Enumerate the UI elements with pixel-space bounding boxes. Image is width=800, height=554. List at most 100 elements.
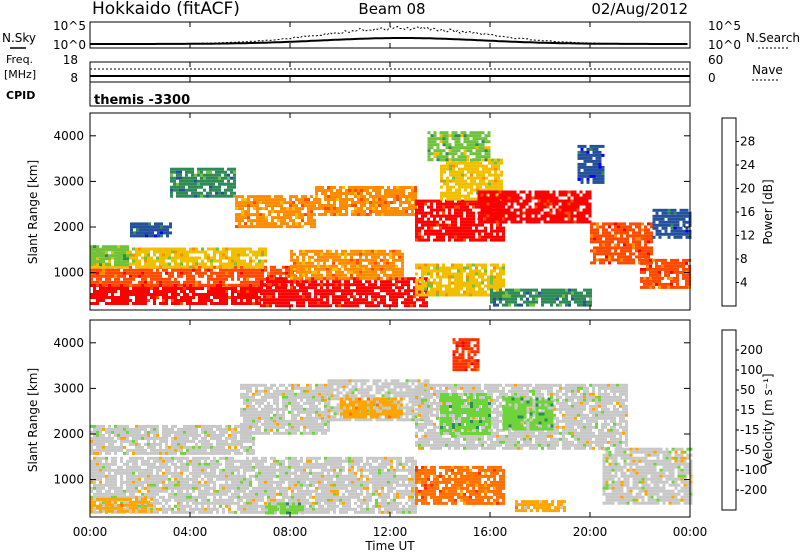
power-cell: [580, 171, 584, 175]
power-cell: [177, 265, 180, 269]
power-cell: [177, 262, 180, 266]
power-cell: [439, 235, 442, 239]
power-cell: [247, 210, 250, 214]
power-cell: [464, 167, 467, 171]
power-cell: [369, 210, 372, 213]
power-cell: [451, 149, 455, 153]
power-cell: [485, 182, 488, 186]
power-cell: [460, 146, 464, 150]
power-cell: [235, 198, 238, 202]
power-cell: [472, 223, 475, 227]
power-cell: [516, 208, 520, 212]
power-cell: [363, 189, 366, 192]
power-cell: [261, 250, 264, 254]
power-cell: [436, 293, 439, 297]
power-cell: [372, 204, 375, 207]
power-colorbar-label: Power [dB]: [761, 179, 775, 244]
power-cell: [481, 235, 484, 239]
power-cell: [390, 192, 393, 195]
power-cell: [215, 194, 218, 198]
power-cell: [460, 238, 463, 242]
power-cell: [362, 283, 365, 287]
power-cell: [304, 201, 307, 205]
power-cell: [571, 297, 574, 301]
power-cell: [344, 280, 347, 284]
power-cell: [338, 276, 341, 280]
power-cell: [99, 293, 102, 296]
power-cell: [413, 304, 416, 308]
power-cell: [165, 302, 168, 305]
power-cell: [174, 268, 177, 272]
power-cell: [598, 144, 602, 148]
power-cell: [317, 273, 320, 277]
power-cell: [302, 292, 305, 296]
power-cell: [339, 186, 342, 189]
power-cell: [679, 217, 683, 221]
power-cell: [255, 299, 258, 302]
power-cell: [415, 281, 418, 285]
power-cell: [501, 199, 505, 203]
power-cell: [427, 137, 431, 141]
power-cell: [192, 259, 195, 263]
power-cell: [123, 251, 126, 255]
power-cell: [482, 179, 485, 183]
power-cell: [489, 220, 493, 224]
power-cell: [345, 192, 348, 195]
power-cell: [336, 213, 339, 216]
power-cell: [460, 199, 463, 203]
power-cell: [461, 167, 464, 171]
power-cell: [188, 179, 191, 183]
power-cell: [102, 299, 105, 302]
power-cell: [439, 226, 442, 230]
power-cell: [249, 247, 252, 251]
power-cell: [463, 131, 467, 135]
power-cell: [145, 225, 148, 229]
power-cell: [243, 277, 246, 281]
power-cell: [359, 255, 362, 259]
power-cell: [586, 156, 590, 160]
power-cell: [133, 234, 136, 238]
power-cell: [658, 229, 662, 233]
power-cell: [307, 207, 310, 211]
power-cell: [501, 214, 505, 218]
power-cell: [424, 269, 427, 273]
power-cell: [458, 197, 461, 201]
power-cell: [238, 213, 241, 217]
power-cell: [664, 258, 667, 262]
power-cell: [493, 235, 496, 239]
power-cell: [452, 179, 455, 183]
power-cell: [478, 275, 481, 279]
power-cell: [421, 217, 424, 221]
power-cell: [620, 261, 623, 265]
power-cell: [558, 205, 562, 209]
power-cell: [443, 182, 446, 186]
power-cell: [427, 205, 430, 209]
velocity-cell: [186, 459, 189, 463]
velocity-cell: [225, 456, 228, 460]
power-cell: [268, 213, 271, 217]
power-cell: [249, 274, 252, 278]
power-cell: [240, 253, 243, 257]
power-cell: [194, 182, 197, 186]
power-cell: [192, 280, 195, 284]
power-cell: [427, 290, 430, 294]
power-cell: [565, 297, 568, 301]
power-cell: [123, 245, 126, 249]
power-cell: [99, 271, 102, 275]
power-cell: [156, 259, 159, 263]
power-cell: [356, 252, 359, 256]
power-cell: [398, 286, 401, 290]
power-cell: [96, 271, 99, 275]
power-cell: [209, 191, 212, 195]
power-patch-14: [640, 258, 691, 289]
power-cell: [150, 296, 153, 299]
power-cell: [499, 294, 502, 298]
power-cell: [555, 214, 559, 218]
power-cell: [250, 204, 253, 208]
power-cell: [448, 266, 451, 270]
power-cell: [289, 210, 292, 214]
power-cell: [132, 287, 135, 290]
power-cell: [598, 150, 602, 154]
power-cell: [484, 229, 487, 233]
power-cell: [102, 296, 105, 299]
